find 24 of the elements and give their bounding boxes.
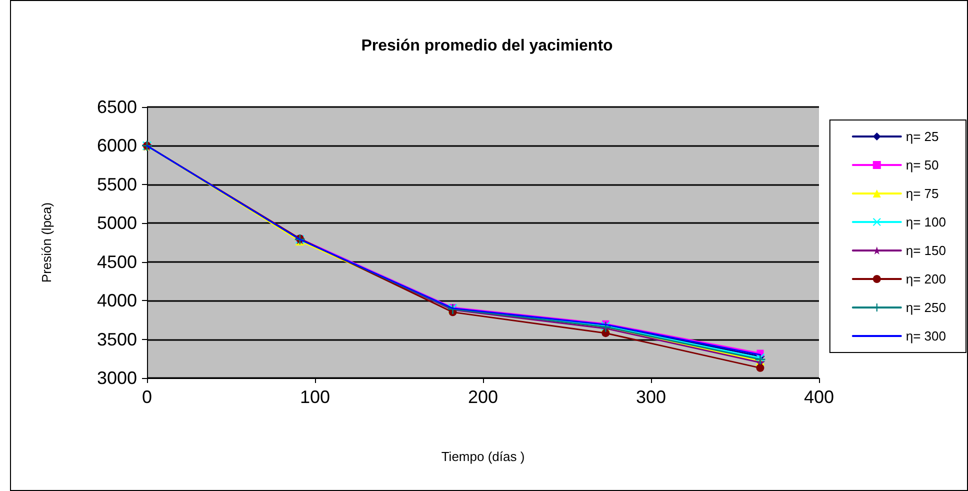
legend-label: η= 250	[906, 300, 946, 315]
legend-label: η= 100	[906, 214, 946, 230]
legend-label: η= 25	[906, 129, 939, 144]
x-tick-label: 0	[142, 387, 152, 407]
x-tick-label: 100	[300, 387, 330, 407]
y-axis-title: Presión (lpca)	[39, 202, 54, 283]
y-tick-label: 4500	[96, 252, 137, 272]
legend-label: η= 150	[906, 243, 946, 258]
x-tick-label: 400	[804, 387, 834, 407]
y-tick-label: 5000	[96, 213, 137, 234]
y-tick-label: 5500	[96, 174, 137, 194]
chart-title: Presión promedio del yacimiento	[361, 38, 614, 54]
y-tick-label: 6000	[96, 136, 137, 156]
y-tick-label: 3000	[96, 368, 137, 388]
y-tick-label: 3500	[96, 329, 137, 350]
y-tick-label: 4000	[96, 290, 137, 311]
legend-label: η= 200	[906, 272, 946, 286]
x-axis-title: Tiempo (días )	[441, 449, 525, 464]
x-tick-label: 300	[636, 387, 666, 407]
y-tick-label: 6500	[96, 97, 137, 117]
legend-label: η= 75	[906, 186, 939, 201]
x-tick-label: 200	[468, 387, 498, 407]
legend-label: η= 300	[906, 328, 946, 344]
legend-label: η= 50	[906, 158, 939, 172]
